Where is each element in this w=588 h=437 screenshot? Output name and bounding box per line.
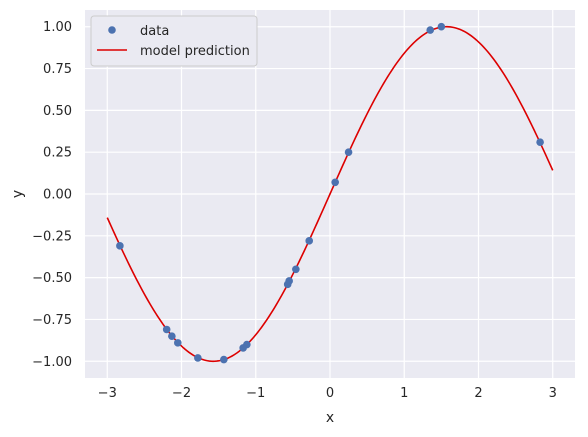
y-tick-label: 1.00 bbox=[43, 20, 72, 35]
data-point bbox=[292, 265, 300, 274]
data-point bbox=[174, 339, 182, 347]
data-point bbox=[243, 340, 251, 349]
y-tick-label: −0.25 bbox=[32, 229, 72, 244]
x-tick-label: 2 bbox=[474, 386, 482, 401]
model-prediction-line bbox=[106, 25, 554, 363]
y-tick-labels: −1.00 −0.75 −0.50 −0.25 0.00 0.25 0.50 0.75 1.00 bbox=[32, 20, 72, 370]
data-point bbox=[536, 138, 544, 146]
x-tick-label: −2 bbox=[172, 386, 191, 401]
data-points bbox=[116, 22, 544, 364]
y-axis-label: y bbox=[10, 190, 26, 198]
y-tick-label: −0.75 bbox=[32, 313, 72, 328]
y-tick-label: −1.00 bbox=[32, 355, 72, 370]
data-point bbox=[116, 242, 124, 250]
y-tick-label: 0.00 bbox=[43, 188, 72, 203]
legend-label-model-prediction: model prediction bbox=[140, 44, 250, 59]
grid-lines bbox=[85, 10, 575, 378]
x-axis-label: x bbox=[326, 410, 334, 426]
data-point bbox=[194, 354, 202, 362]
x-tick-label: −3 bbox=[98, 386, 117, 401]
data-point bbox=[344, 148, 353, 156]
y-tick-label: 0.25 bbox=[43, 146, 72, 161]
data-point bbox=[331, 178, 339, 187]
data-point bbox=[426, 26, 435, 34]
x-tick-label: 3 bbox=[549, 386, 557, 401]
data-point bbox=[162, 325, 171, 334]
legend: data model prediction bbox=[90, 15, 258, 67]
x-tick-label: 1 bbox=[400, 386, 408, 401]
data-point bbox=[305, 237, 314, 245]
data-point bbox=[220, 355, 228, 364]
legend-marker-data bbox=[108, 26, 116, 34]
data-point bbox=[437, 22, 446, 31]
legend-box bbox=[90, 15, 258, 67]
legend-label-data: data bbox=[140, 24, 169, 39]
x-tick-label: 0 bbox=[326, 386, 334, 401]
x-tick-labels: −3 −2 −1 0 1 2 3 bbox=[98, 386, 557, 401]
y-tick-label: 0.50 bbox=[43, 104, 72, 119]
y-tick-label: −0.50 bbox=[32, 271, 72, 286]
x-tick-label: −1 bbox=[246, 386, 265, 401]
data-point bbox=[168, 332, 176, 340]
data-point bbox=[285, 277, 293, 285]
y-tick-label: 0.75 bbox=[43, 62, 72, 77]
